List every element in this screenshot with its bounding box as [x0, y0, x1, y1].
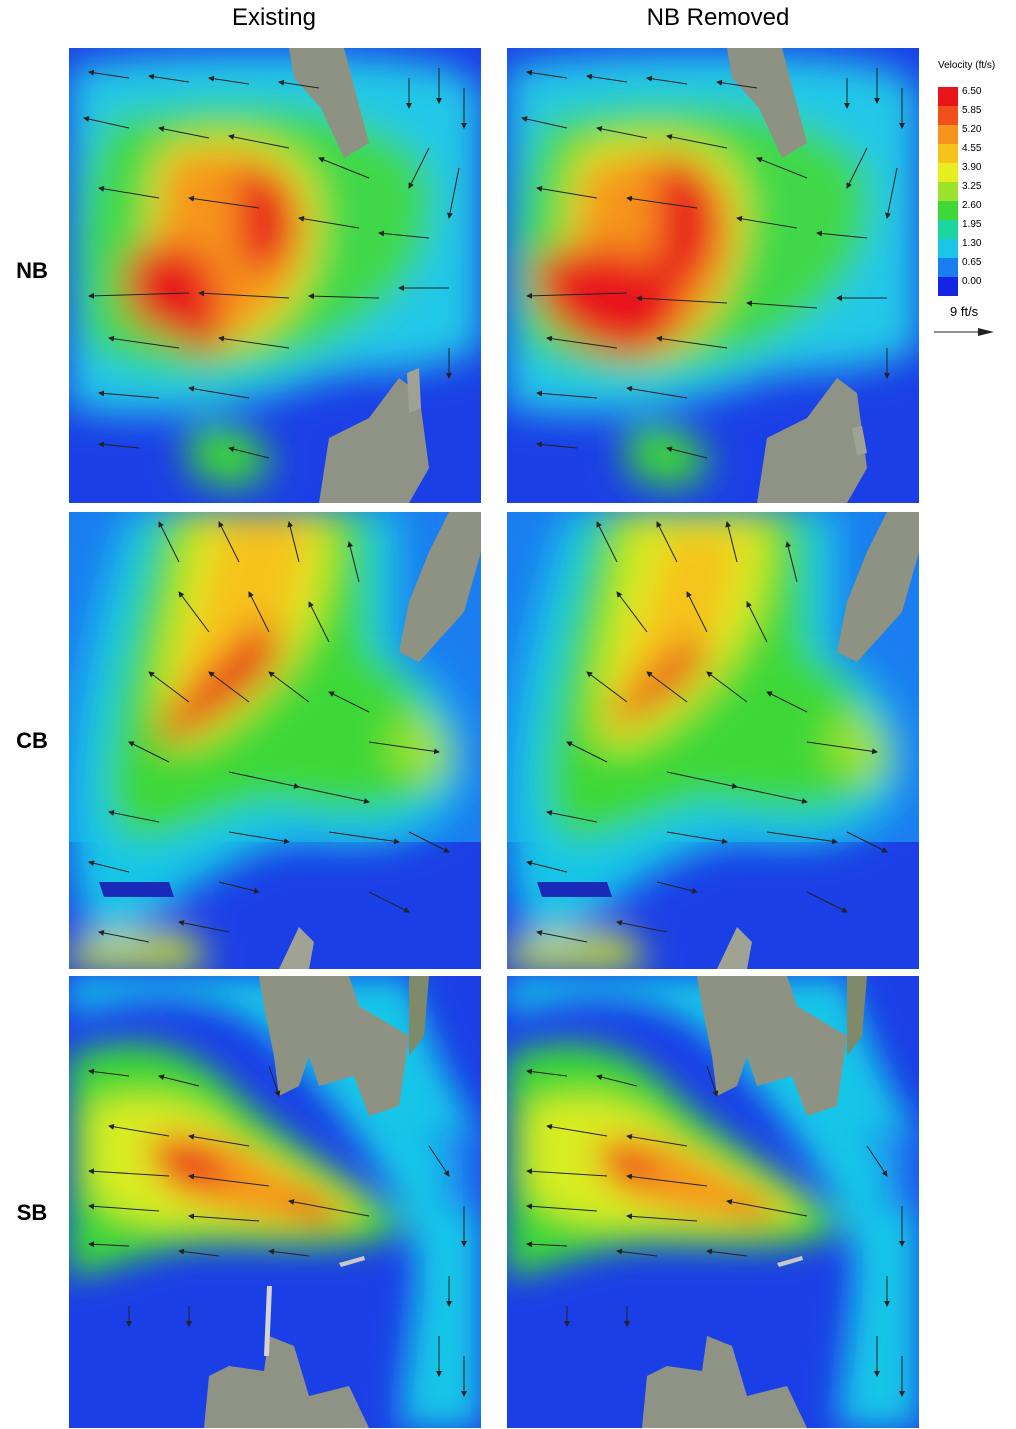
- legend-item: 1.30: [938, 239, 1014, 258]
- legend-value: 6.50: [962, 86, 982, 97]
- legend-swatch: [938, 125, 958, 144]
- legend-item: 6.50: [938, 87, 1014, 106]
- legend-swatch: [938, 220, 958, 239]
- row-label-nb: NB: [16, 258, 48, 283]
- panel-sb-existing: [69, 976, 481, 1428]
- legend-value: 3.25: [962, 181, 982, 192]
- legend-value: 2.60: [962, 200, 982, 211]
- legend-value: 1.95: [962, 219, 982, 230]
- legend-swatch: [938, 144, 958, 163]
- legend-value: 0.00: [962, 276, 982, 287]
- legend-swatch: [938, 182, 958, 201]
- legend-swatch: [938, 277, 958, 296]
- legend-item: 0.65: [938, 258, 1014, 277]
- legend-swatch: [938, 87, 958, 106]
- legend-value: 5.85: [962, 105, 982, 116]
- scale-arrow-icon: [934, 328, 994, 336]
- legend-item: 1.95: [938, 220, 1014, 239]
- row-label-cb: CB: [16, 728, 48, 753]
- legend-item: 5.85: [938, 106, 1014, 125]
- legend-item: 0.00: [938, 277, 1014, 296]
- legend-swatch: [938, 163, 958, 182]
- legend-item: 3.25: [938, 182, 1014, 201]
- legend-value: 4.55: [962, 143, 982, 154]
- legend-item: 5.20: [938, 125, 1014, 144]
- legend-item: 4.55: [938, 144, 1014, 163]
- legend-swatch: [938, 239, 958, 258]
- legend-value: 5.20: [962, 124, 982, 135]
- panel-sb-removed: [507, 976, 919, 1428]
- panel-cb-removed: [507, 512, 919, 969]
- legend-title: Velocity (ft/s): [938, 60, 996, 71]
- column-header-existing: Existing: [231, 4, 317, 31]
- legend-value: 3.90: [962, 162, 982, 173]
- legend-item: 2.60: [938, 201, 1014, 220]
- legend-value: 0.65: [962, 257, 982, 268]
- legend-swatch: [938, 201, 958, 220]
- panel-nb-existing: [69, 48, 481, 503]
- legend-swatch: [938, 258, 958, 277]
- legend-swatch: [938, 106, 958, 125]
- row-label-sb: SB: [16, 1200, 48, 1225]
- legend-value: 1.30: [962, 238, 982, 249]
- panel-cb-existing: [69, 512, 481, 969]
- legend-item: 3.90: [938, 163, 1014, 182]
- scale-arrow-label: 9 ft/s: [950, 304, 979, 319]
- column-header-nb-removed: NB Removed: [646, 4, 790, 31]
- panel-nb-removed: [507, 48, 919, 503]
- velocity-legend: Velocity (ft/s) 6.50 5.85 5.20 4.55 3.90 3.25…: [930, 60, 1016, 296]
